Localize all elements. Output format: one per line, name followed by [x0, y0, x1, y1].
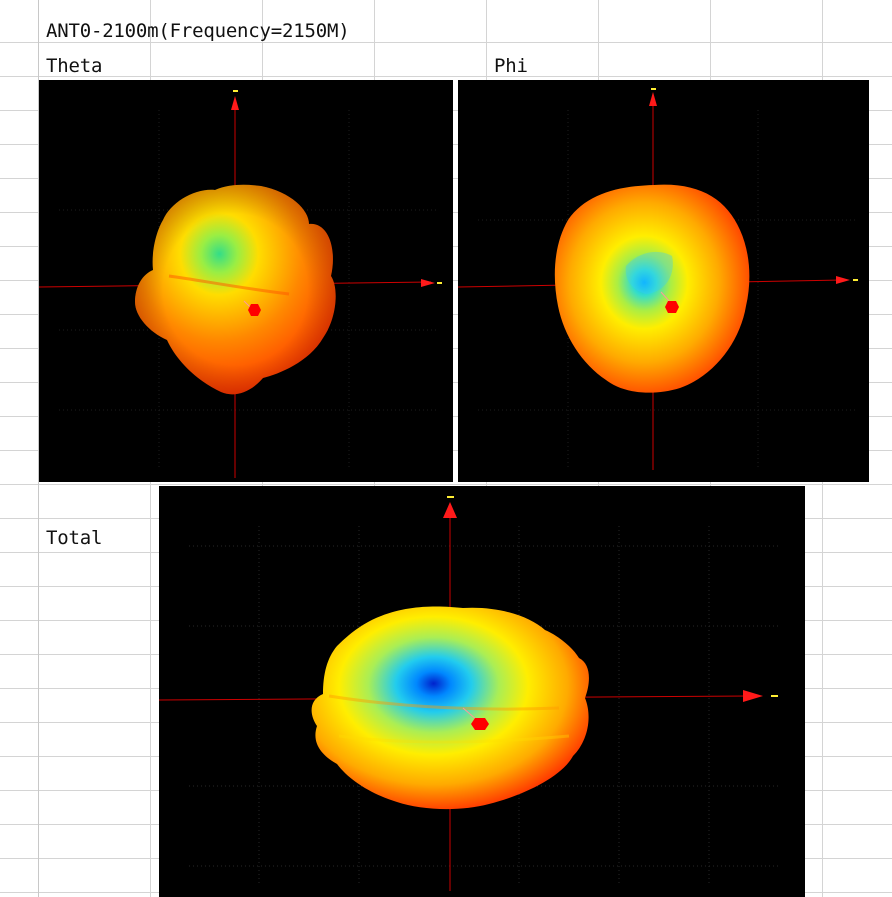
total-z-arrow: [443, 502, 457, 518]
phi-origin-marker: [665, 301, 679, 313]
total-label: Total: [46, 527, 103, 549]
theta-z-arrow: [231, 96, 239, 110]
theta-x-arrow: [421, 279, 435, 287]
phi-z-arrow: [649, 92, 657, 106]
total-pattern-surface: [311, 606, 589, 810]
phi-pattern-surface: [554, 184, 750, 393]
theta-label: Theta: [46, 55, 103, 77]
phi-x-arrow: [836, 276, 850, 284]
row-header-border: [38, 0, 39, 897]
phi-pattern-plot[interactable]: [458, 80, 869, 482]
total-x-arrow: [743, 690, 763, 702]
total-origin-marker: [471, 718, 489, 730]
total-pattern-plot[interactable]: [159, 486, 805, 897]
theta-origin-marker: [248, 304, 261, 316]
theta-pattern-plot[interactable]: [39, 80, 453, 482]
sheet-title: ANT0-2100m(Frequency=2150M): [46, 20, 350, 42]
phi-label: Phi: [494, 55, 528, 77]
